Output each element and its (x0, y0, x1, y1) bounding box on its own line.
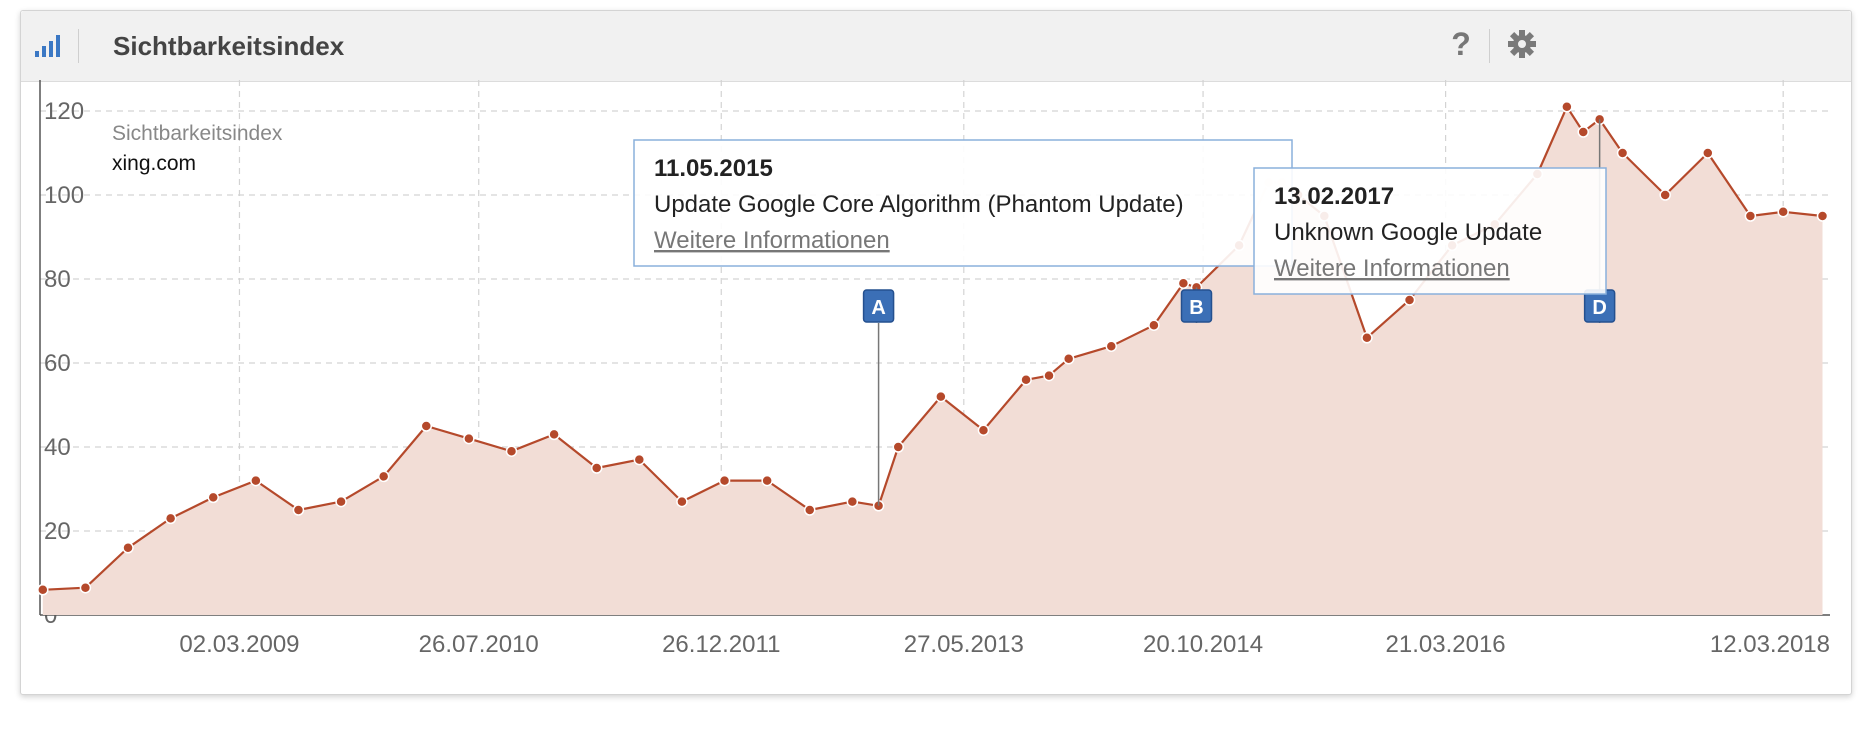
data-point (804, 504, 816, 516)
data-point (1177, 277, 1190, 289)
x-tick-label: 02.03.2009 (179, 631, 299, 658)
data-point (463, 432, 475, 445)
tooltip-more-info-link[interactable]: Weitere Informationen (1274, 255, 1510, 282)
y-tick-label: 40 (44, 434, 71, 461)
event-marker-b (1180, 289, 1213, 323)
data-point (1577, 126, 1589, 138)
data-point (37, 584, 49, 596)
y-tick-label: 80 (44, 266, 71, 293)
x-tick-label: 21.03.2016 (1386, 631, 1506, 658)
panel-header: Sichtbarkeitsindex ? (21, 11, 1851, 82)
data-point (292, 504, 305, 516)
data-point (935, 390, 947, 403)
data-point (122, 542, 134, 554)
tooltip-box (633, 139, 1293, 267)
x-tick-label: 12.03.2018 (1710, 631, 1830, 658)
data-point (1043, 369, 1055, 382)
tooltip-more-info-link[interactable]: Weitere Informationen (654, 227, 890, 254)
data-point (1105, 340, 1118, 352)
x-tick-label: 20.10.2014 (1143, 631, 1263, 658)
data-point (335, 495, 347, 508)
data-point (1816, 210, 1829, 222)
event-marker-a (862, 289, 895, 323)
data-point (590, 462, 603, 474)
x-tick-label: 27.05.2013 (904, 631, 1024, 658)
tooltip-text: Unknown Google Update (1274, 219, 1542, 246)
data-point (164, 512, 177, 525)
data-point (1777, 206, 1789, 218)
data-point (1744, 210, 1757, 222)
x-tick-label: 26.12.2011 (662, 631, 780, 658)
data-point (977, 424, 990, 436)
y-tick-label: 100 (44, 182, 84, 209)
y-tick-label: 20 (44, 518, 71, 545)
data-point (846, 495, 859, 508)
panel-title: Sichtbarkeitsindex (113, 31, 345, 61)
header-separator-right (1489, 29, 1490, 63)
data-point (718, 474, 731, 487)
data-point (505, 445, 518, 457)
legend-domain: xing.com (112, 152, 196, 175)
series-area (42, 106, 1823, 616)
x-tick-label: 26.07.2010 (419, 631, 539, 658)
signal-bars-icon (35, 35, 60, 57)
legend-series-label: Sichtbarkeitsindex (112, 122, 283, 145)
event-marker-label: A (871, 297, 885, 319)
data-point (1659, 189, 1671, 201)
question-mark-icon[interactable]: ? (1449, 27, 1473, 61)
data-point (207, 491, 219, 504)
data-point (377, 470, 390, 483)
data-point (420, 420, 433, 432)
svg-text:?: ? (1451, 27, 1471, 61)
series-line (42, 105, 1823, 591)
data-point (1361, 332, 1373, 344)
data-point (676, 495, 688, 508)
y-tick-label: 60 (44, 350, 71, 377)
tooltip-box (1253, 167, 1607, 295)
data-point (892, 441, 904, 453)
data-point (548, 428, 560, 441)
data-point (1148, 319, 1160, 331)
y-tick-label: 120 (44, 98, 84, 125)
data-point (633, 453, 646, 466)
tooltip-date: 13.02.2017 (1274, 183, 1394, 210)
gear-icon[interactable] (1507, 29, 1537, 59)
header-separator (78, 29, 79, 63)
data-point (250, 474, 262, 487)
data-point (1020, 374, 1032, 386)
data-point (1702, 147, 1714, 159)
data-point (79, 581, 92, 594)
event-marker-label: B (1189, 297, 1203, 319)
data-point (1062, 353, 1075, 365)
data-point (1403, 294, 1416, 306)
data-point (1616, 147, 1629, 159)
data-point (761, 474, 773, 487)
data-point (1561, 101, 1573, 113)
event-marker-label: D (1592, 297, 1606, 319)
tooltip-date: 11.05.2015 (654, 155, 773, 182)
tooltip-text: Update Google Core Algorithm (Phantom Up… (654, 191, 1184, 218)
